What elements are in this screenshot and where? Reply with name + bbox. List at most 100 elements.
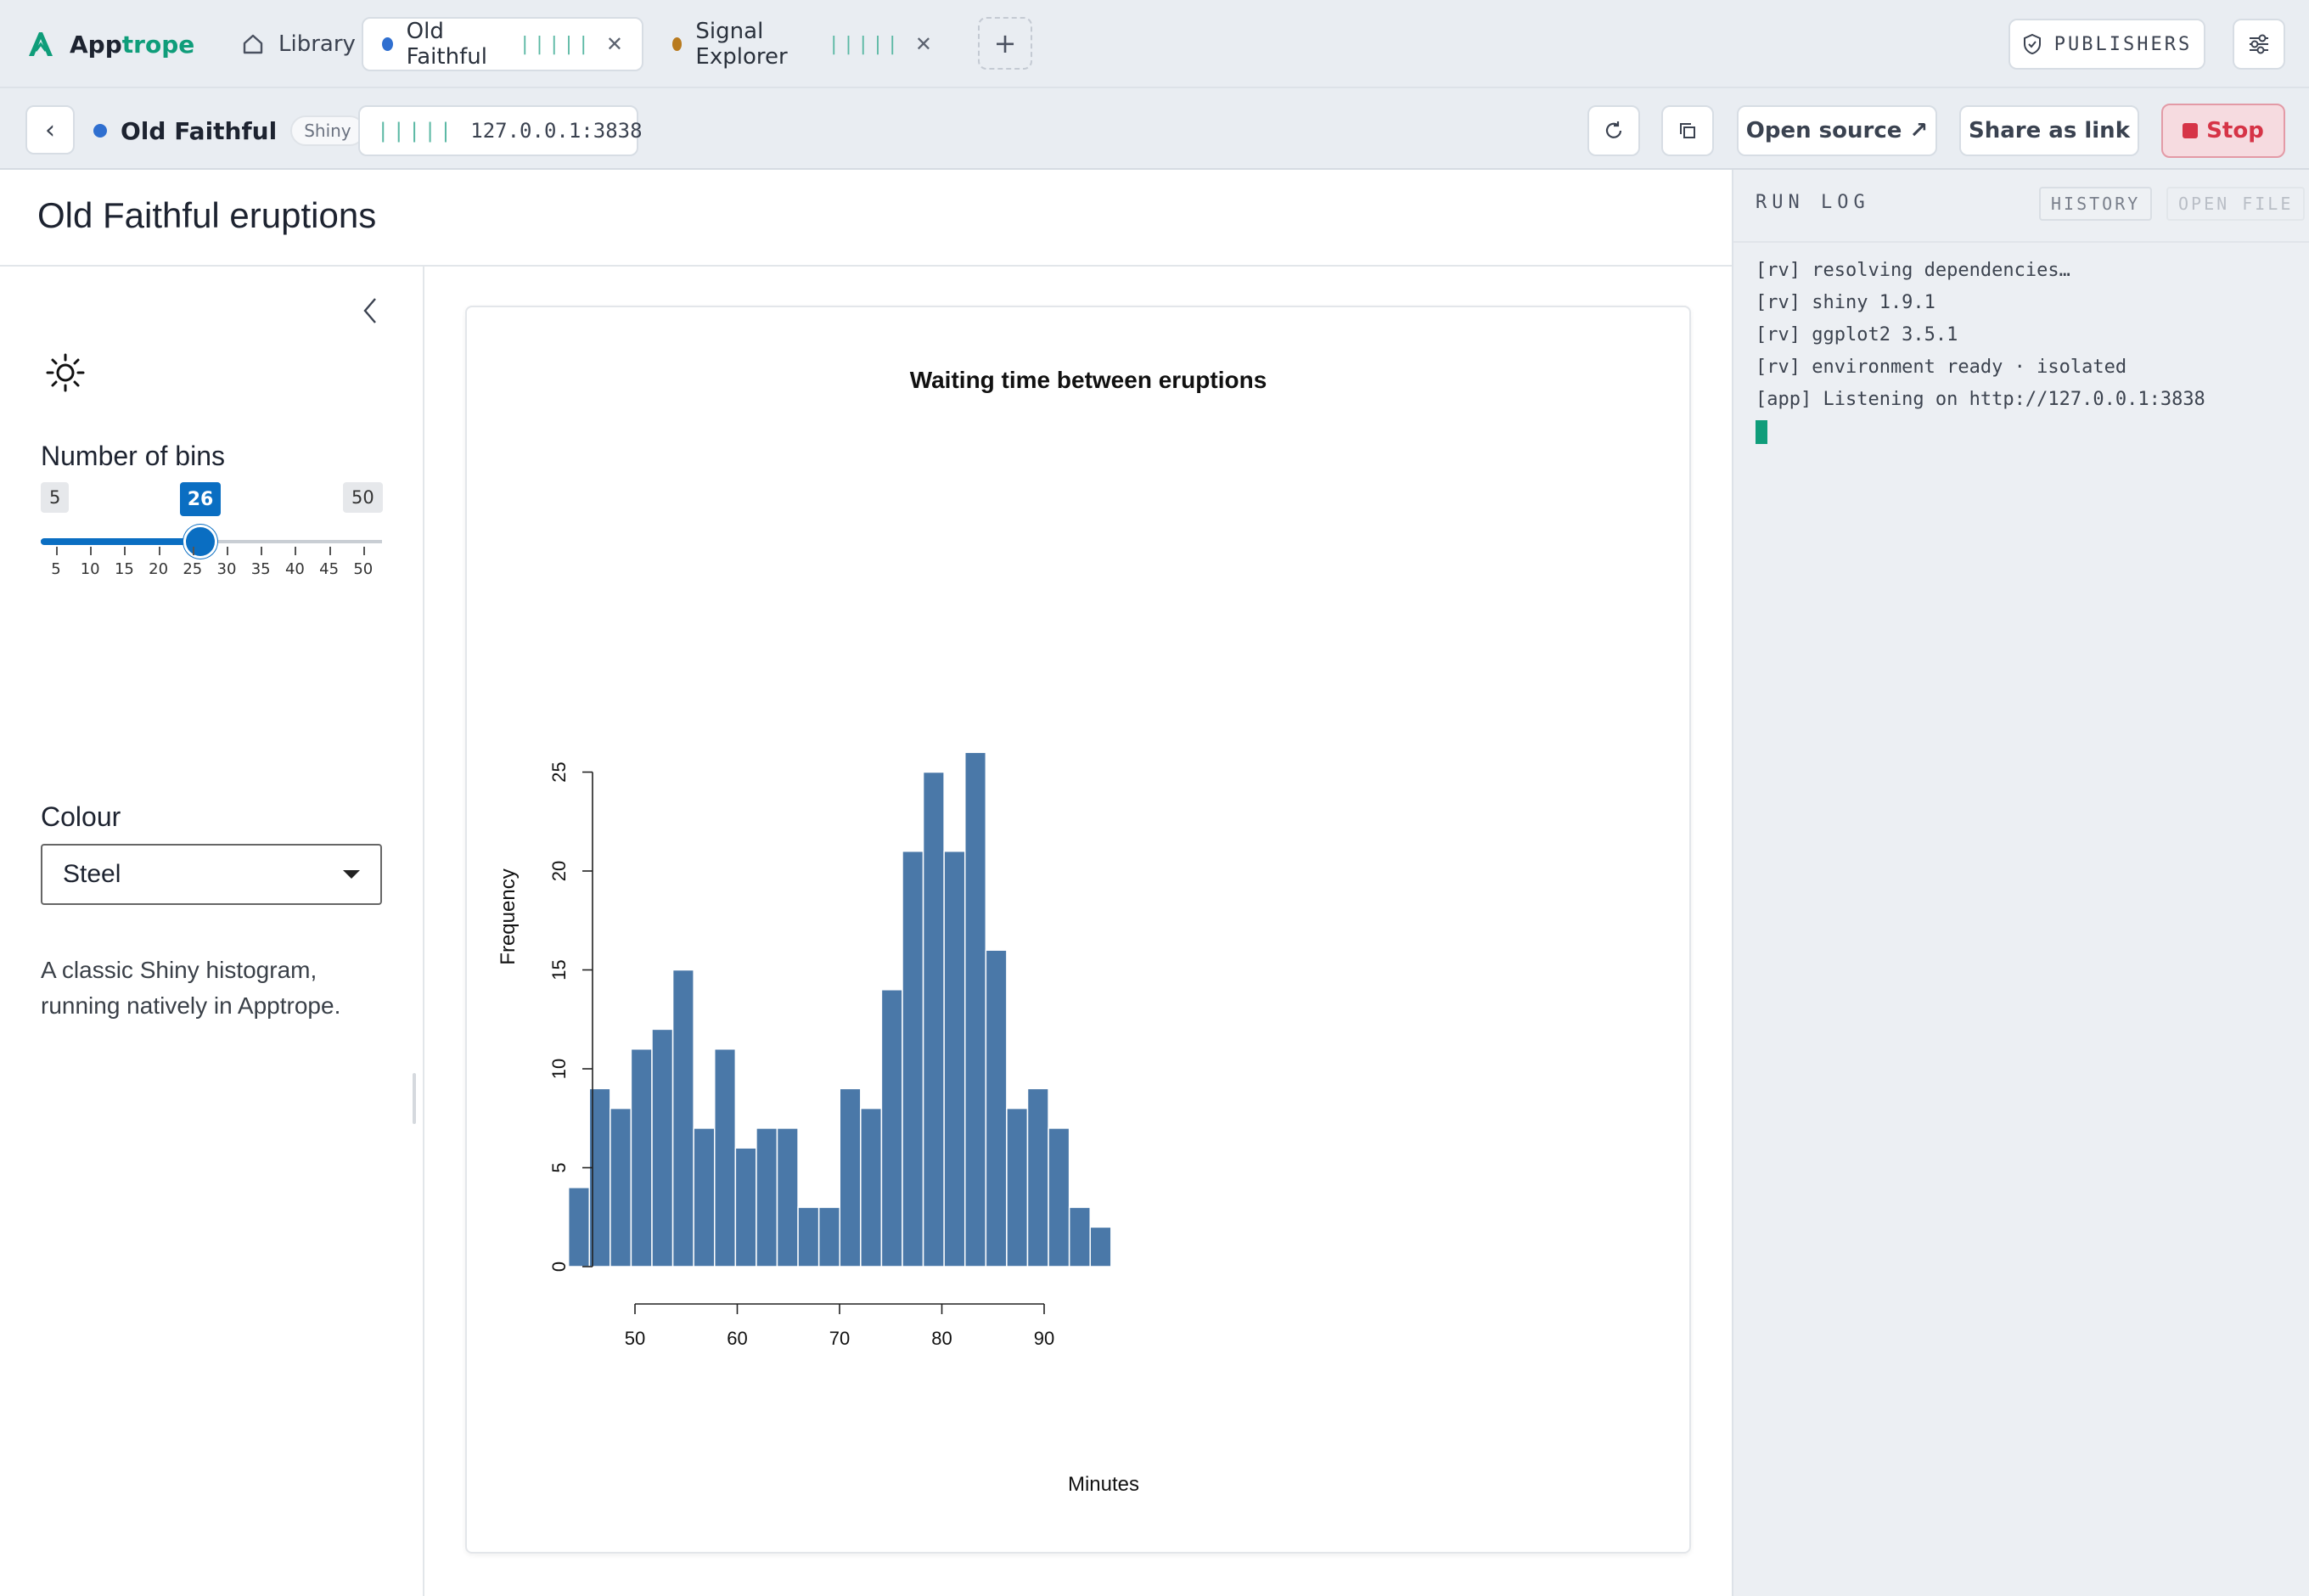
x-tick-label: 60 — [727, 1328, 747, 1349]
slider-tick — [158, 547, 160, 555]
log-line: [rv] shiny 1.9.1 — [1756, 292, 1935, 313]
colour-select[interactable]: Steel — [41, 844, 382, 905]
new-tab-button[interactable]: + — [978, 17, 1032, 70]
tab-library[interactable]: Library — [222, 17, 374, 71]
histogram-bar — [839, 1087, 862, 1267]
histogram-bar — [756, 1127, 778, 1267]
slider-tick-label: 35 — [250, 560, 271, 578]
x-tick-label: 90 — [1034, 1328, 1054, 1349]
divider — [1733, 241, 2309, 243]
share-link-button[interactable]: Share as link — [1959, 105, 2139, 156]
slider-tick — [192, 547, 194, 555]
address-text: 127.0.0.1:3838 — [470, 119, 643, 143]
close-icon[interactable]: ✕ — [605, 32, 623, 56]
stop-button[interactable]: Stop — [2161, 104, 2285, 158]
copy-button[interactable] — [1661, 105, 1714, 156]
histogram-bar — [860, 1107, 883, 1267]
history-button[interactable]: HISTORY — [2039, 187, 2153, 221]
histogram-bar — [797, 1206, 820, 1267]
address-field[interactable]: ||||| 127.0.0.1:3838 — [358, 105, 643, 156]
y-tick-label: 20 — [548, 861, 570, 881]
histogram-bar — [776, 1127, 799, 1267]
sidebar-resize-handle[interactable] — [413, 1073, 416, 1124]
brand[interactable]: Apptrope — [25, 25, 194, 63]
reload-button[interactable] — [1587, 105, 1640, 156]
chart-y-axis-label: Frequency — [497, 868, 520, 964]
histogram-bars — [567, 751, 1112, 1267]
open-source-button[interactable]: Open source ↗ — [1737, 105, 1937, 156]
histogram-bar — [985, 949, 1008, 1267]
y-tick-label: 0 — [548, 1262, 570, 1272]
slider-tick-label: 40 — [284, 560, 305, 578]
colour-select-value: Steel — [63, 860, 121, 888]
tab-old-faithful[interactable]: Old Faithful ||||| ✕ — [362, 17, 643, 71]
bins-label: Number of bins — [41, 441, 225, 471]
histogram-bar — [734, 1147, 757, 1267]
apptrope-logo-icon — [29, 32, 53, 56]
x-tick-label: 80 — [931, 1328, 952, 1349]
app-header: Old Faithful eruptions — [0, 170, 1732, 267]
log-line: [app] Listening on http://127.0.0.1:3838 — [1756, 389, 2205, 410]
histogram-bar — [610, 1107, 632, 1267]
back-button[interactable]: ‹ — [25, 105, 75, 155]
histogram-bar — [671, 969, 694, 1267]
reload-icon — [1605, 121, 1622, 138]
close-icon[interactable]: ✕ — [914, 32, 932, 56]
bins-max-label: 50 — [343, 482, 383, 513]
log-cursor — [1756, 416, 2205, 448]
plot-card: Waiting time between eruptions Frequency… — [465, 306, 1691, 1554]
histogram-bar — [963, 751, 987, 1267]
histogram-bar — [630, 1048, 653, 1267]
slider-tick-label: 10 — [80, 560, 100, 578]
histogram-bar — [713, 1048, 737, 1267]
open-file-button[interactable]: OPEN FILE — [2166, 187, 2306, 221]
status-dot — [672, 37, 683, 51]
app-toolbar: ‹ Old Faithful Shiny ||||| 127.0.0.1:383… — [0, 88, 2309, 170]
sidebar: Number of bins 5 26 50 5 10 15 20 25 30 35 40 45… — [0, 267, 424, 1596]
histogram-chart: Waiting time between eruptions Frequency… — [497, 367, 1267, 1496]
slider-tick-label: 50 — [353, 560, 374, 578]
histogram-bar — [1068, 1206, 1091, 1267]
y-tick-label: 5 — [548, 1162, 570, 1172]
tab-label: Old Faithful — [406, 19, 487, 70]
chart-axes: 0 5 10 15 20 25 50 60 70 80 90 — [548, 761, 1054, 1349]
log-line: [rv] resolving dependencies… — [1756, 260, 2070, 281]
brand-name: Apptrope — [70, 30, 195, 59]
stop-icon — [2183, 123, 2199, 138]
app-description: A classic Shiny histogram, running nativ… — [41, 957, 341, 1019]
chevron-left-icon — [363, 298, 376, 323]
x-tick-label: 70 — [829, 1328, 850, 1349]
slider-tick — [295, 547, 297, 555]
slider-tick — [261, 547, 263, 555]
tab-bar: Apptrope Library Old Faithful ||||| ✕ Si… — [0, 0, 2309, 88]
chevron-left-icon: ‹ — [45, 115, 55, 145]
page-title: Old Faithful eruptions — [37, 195, 377, 235]
activity-indicator: ||||| — [828, 33, 902, 55]
publishers-label: PUBLISHERS — [2053, 33, 2193, 55]
y-tick-label: 25 — [548, 761, 570, 782]
histogram-bar — [1026, 1087, 1049, 1267]
slider-tick — [56, 547, 58, 555]
x-tick-label: 50 — [625, 1328, 645, 1349]
chart-x-axis-label: Minutes — [1068, 1473, 1139, 1496]
histogram-bar — [651, 1028, 674, 1267]
app-identity: Old Faithful Shiny — [93, 110, 365, 151]
dropdown-caret-icon — [343, 870, 360, 879]
slider-tick-label: 5 — [51, 560, 61, 578]
histogram-bar — [943, 850, 966, 1267]
log-line: [rv] ggplot2 3.5.1 — [1756, 324, 1958, 346]
tab-signal-explorer[interactable]: Signal Explorer ||||| ✕ — [654, 17, 951, 71]
histogram-bar — [1006, 1107, 1029, 1267]
slider-thumb[interactable] — [183, 525, 217, 559]
sun-icon[interactable] — [44, 351, 87, 394]
app-frame: Old Faithful eruptions Number of bins 5 … — [0, 170, 1732, 1596]
app-title: Old Faithful — [121, 116, 278, 145]
histogram-bar — [880, 989, 903, 1267]
publishers-button[interactable]: PUBLISHERS — [2008, 19, 2205, 70]
copy-icon — [1680, 123, 1695, 138]
histogram-bar — [1089, 1226, 1112, 1267]
slider-tick-label: 20 — [149, 560, 169, 578]
settings-button[interactable] — [2233, 19, 2285, 70]
slider-tick-label: 45 — [319, 560, 340, 578]
collapse-sidebar-button[interactable] — [350, 290, 390, 331]
